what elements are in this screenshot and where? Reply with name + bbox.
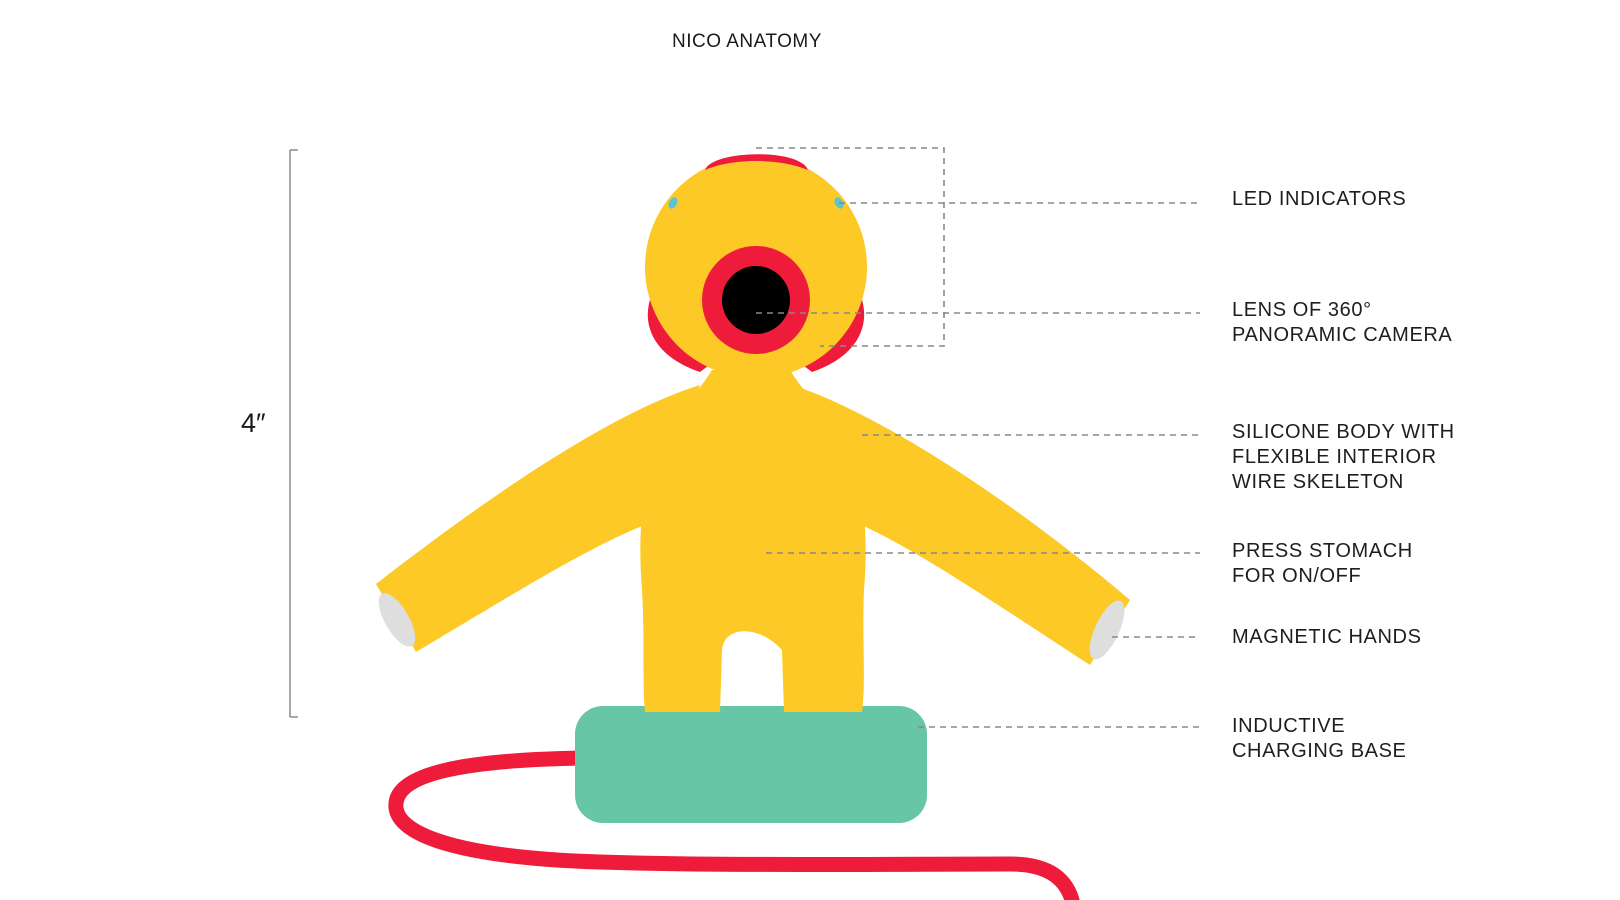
torso: [640, 370, 866, 712]
head-top-ring: [705, 154, 808, 170]
label-silicone-body: SILICONE BODY WITH FLEXIBLE INTERIOR WIR…: [1232, 421, 1455, 493]
label-press-stomach: PRESS STOMACH FOR ON/OFF: [1232, 540, 1413, 587]
label-charging-base: INDUCTIVE CHARGING BASE: [1232, 715, 1407, 762]
label-camera-lens: LENS OF 360° PANORAMIC CAMERA: [1232, 299, 1453, 346]
led-left: [668, 197, 678, 209]
left-hand-magnet: [378, 593, 416, 647]
charging-cable: [388, 750, 1080, 900]
charging-base: [575, 706, 927, 823]
label-magnetic-hands: MAGNETIC HANDS: [1232, 626, 1422, 648]
right-arm: [792, 385, 1130, 665]
height-label: 4″: [241, 408, 266, 438]
led-bracket: [756, 147, 945, 347]
right-hand-magnet: [1089, 600, 1125, 660]
height-dimension-line: [289, 149, 298, 718]
left-arm: [376, 385, 700, 652]
camera-lens: [722, 266, 790, 334]
label-led-indicators: LED INDICATORS: [1232, 188, 1407, 210]
page-title: NICO ANATOMY: [672, 31, 822, 52]
